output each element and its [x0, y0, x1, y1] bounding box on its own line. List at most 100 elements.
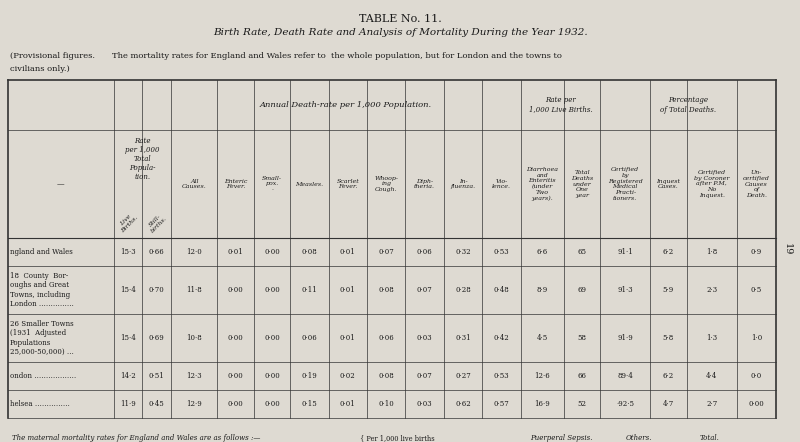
- Text: 11·9: 11·9: [120, 400, 136, 408]
- Text: 12·3: 12·3: [186, 372, 202, 380]
- Text: 8·9: 8·9: [537, 286, 548, 294]
- Text: All
Causes.: All Causes.: [182, 179, 206, 190]
- Text: Certified
by Coroner
after P.M,
No
Inquest.: Certified by Coroner after P.M, No Inque…: [694, 170, 730, 198]
- Text: Vio-
lence.: Vio- lence.: [492, 179, 511, 190]
- Text: 0·48: 0·48: [494, 286, 510, 294]
- Text: 0·0: 0·0: [750, 372, 762, 380]
- Text: 0·07: 0·07: [417, 372, 433, 380]
- Text: 1·8: 1·8: [706, 248, 718, 256]
- Text: …: …: [490, 437, 497, 442]
- Text: 0·01: 0·01: [340, 286, 356, 294]
- Text: Total
Deaths
under
One
year: Total Deaths under One year: [571, 170, 594, 198]
- Text: In-
fluenza.: In- fluenza.: [450, 179, 476, 190]
- Text: ·92·5: ·92·5: [616, 400, 634, 408]
- Text: Inquest
Cases.: Inquest Cases.: [657, 179, 681, 190]
- Text: 69: 69: [578, 286, 586, 294]
- Text: Enteric
Fever.: Enteric Fever.: [224, 179, 247, 190]
- Text: 52: 52: [578, 400, 586, 408]
- Text: 0·00: 0·00: [264, 334, 280, 342]
- Text: 0·69: 0·69: [149, 334, 165, 342]
- Text: Others.: Others.: [626, 434, 653, 442]
- Text: 0·66: 0·66: [149, 248, 165, 256]
- Text: 0·00: 0·00: [228, 372, 243, 380]
- Text: 4·4: 4·4: [706, 372, 718, 380]
- Text: 0·03: 0·03: [417, 334, 433, 342]
- Text: 2·7: 2·7: [706, 400, 718, 408]
- Text: The mortality rates for England and Wales refer to  the whole population, but fo: The mortality rates for England and Wale…: [112, 52, 562, 60]
- Text: TABLE No. 11.: TABLE No. 11.: [358, 14, 442, 24]
- Text: 5·9: 5·9: [663, 286, 674, 294]
- Text: 0·45: 0·45: [149, 400, 165, 408]
- Text: Birth Rate, Death Rate and Analysis of Mortality During the Year 1932.: Birth Rate, Death Rate and Analysis of M…: [213, 28, 587, 37]
- Text: Diph-
theria.: Diph- theria.: [414, 179, 435, 190]
- Text: 0·07: 0·07: [378, 248, 394, 256]
- Text: 0·51: 0·51: [149, 372, 165, 380]
- Text: 0·00: 0·00: [264, 400, 280, 408]
- Text: 0·01: 0·01: [228, 248, 243, 256]
- Text: (Provisional figures.: (Provisional figures.: [10, 52, 95, 60]
- Text: 0·02: 0·02: [340, 372, 356, 380]
- Text: 91·1: 91·1: [618, 248, 633, 256]
- Text: ngland and Wales: ngland and Wales: [10, 248, 73, 256]
- Text: 15·4: 15·4: [120, 286, 136, 294]
- Text: 0·00: 0·00: [264, 286, 280, 294]
- Text: 0·01: 0·01: [340, 334, 356, 342]
- Text: Certified
by
Registered
Medical
Practi-
tioners.: Certified by Registered Medical Practi- …: [608, 167, 642, 201]
- Text: 0·11: 0·11: [302, 286, 318, 294]
- Text: 0·00: 0·00: [264, 248, 280, 256]
- Text: Scarlet
Fever.: Scarlet Fever.: [337, 179, 359, 190]
- Text: Diarrhoea
and
Enteritis
(under
Two
years).: Diarrhoea and Enteritis (under Two years…: [526, 167, 558, 201]
- Text: 0·9: 0·9: [750, 248, 762, 256]
- Text: Puerperal Sepsis.: Puerperal Sepsis.: [530, 434, 593, 442]
- Text: 0·01: 0·01: [340, 400, 356, 408]
- Text: 66: 66: [578, 372, 586, 380]
- Text: 0·53: 0·53: [494, 248, 510, 256]
- Text: 6·6: 6·6: [537, 248, 548, 256]
- Text: 0·27: 0·27: [455, 372, 471, 380]
- Text: 0·00: 0·00: [228, 334, 243, 342]
- Text: 5·8: 5·8: [663, 334, 674, 342]
- Text: 0·00: 0·00: [228, 286, 243, 294]
- Text: 19: 19: [782, 243, 791, 255]
- Text: 0·08: 0·08: [302, 248, 318, 256]
- Text: 10·8: 10·8: [186, 334, 202, 342]
- Text: 0·08: 0·08: [378, 286, 394, 294]
- Text: 89·4: 89·4: [618, 372, 633, 380]
- Text: helsea ……………: helsea ……………: [10, 400, 70, 408]
- Text: 1·0: 1·0: [750, 334, 762, 342]
- Text: 0·31: 0·31: [455, 334, 471, 342]
- Text: 15·4: 15·4: [120, 334, 136, 342]
- Text: 6·2: 6·2: [663, 248, 674, 256]
- Text: 0·5: 0·5: [750, 286, 762, 294]
- Text: 0·06: 0·06: [417, 248, 433, 256]
- Text: 12·0: 12·0: [186, 248, 202, 256]
- Text: 0·00: 0·00: [228, 400, 243, 408]
- Text: Rate
per 1,000
Total
Popula-
tion.: Rate per 1,000 Total Popula- tion.: [125, 137, 160, 181]
- Text: Un-
certified
Causes
of
Death.: Un- certified Causes of Death.: [743, 170, 770, 198]
- Text: 0·03: 0·03: [417, 400, 433, 408]
- Text: 0·62: 0·62: [455, 400, 471, 408]
- Text: civilians only.): civilians only.): [10, 65, 70, 73]
- Text: 1·3: 1·3: [706, 334, 718, 342]
- Text: 6·2: 6·2: [663, 372, 674, 380]
- Text: 65: 65: [578, 248, 586, 256]
- Text: 0·07: 0·07: [417, 286, 433, 294]
- Text: Total.: Total.: [700, 434, 720, 442]
- Text: 4·5: 4·5: [537, 334, 548, 342]
- Text: 91·3: 91·3: [618, 286, 633, 294]
- Text: Live
Births.: Live Births.: [117, 211, 139, 234]
- Text: 0·06: 0·06: [378, 334, 394, 342]
- Text: 0·10: 0·10: [378, 400, 394, 408]
- Text: 18  County  Bor-
oughs and Great
Towns, including
London ……………: 18 County Bor- oughs and Great Towns, in…: [10, 272, 74, 308]
- Text: Measles.: Measles.: [295, 182, 323, 187]
- Text: Small-
pox.
·: Small- pox. ·: [262, 176, 282, 192]
- Text: The maternal mortality rates for England and Wales are as follows :—: The maternal mortality rates for England…: [12, 434, 260, 442]
- Text: 12·9: 12·9: [186, 400, 202, 408]
- Text: 2·3: 2·3: [706, 286, 718, 294]
- Text: 14·2: 14·2: [120, 372, 136, 380]
- Text: Percentage
of Total Deaths.: Percentage of Total Deaths.: [660, 96, 716, 114]
- Text: 0·42: 0·42: [494, 334, 510, 342]
- Text: 91·9: 91·9: [618, 334, 633, 342]
- Text: 0·70: 0·70: [149, 286, 165, 294]
- Text: 4·7: 4·7: [663, 400, 674, 408]
